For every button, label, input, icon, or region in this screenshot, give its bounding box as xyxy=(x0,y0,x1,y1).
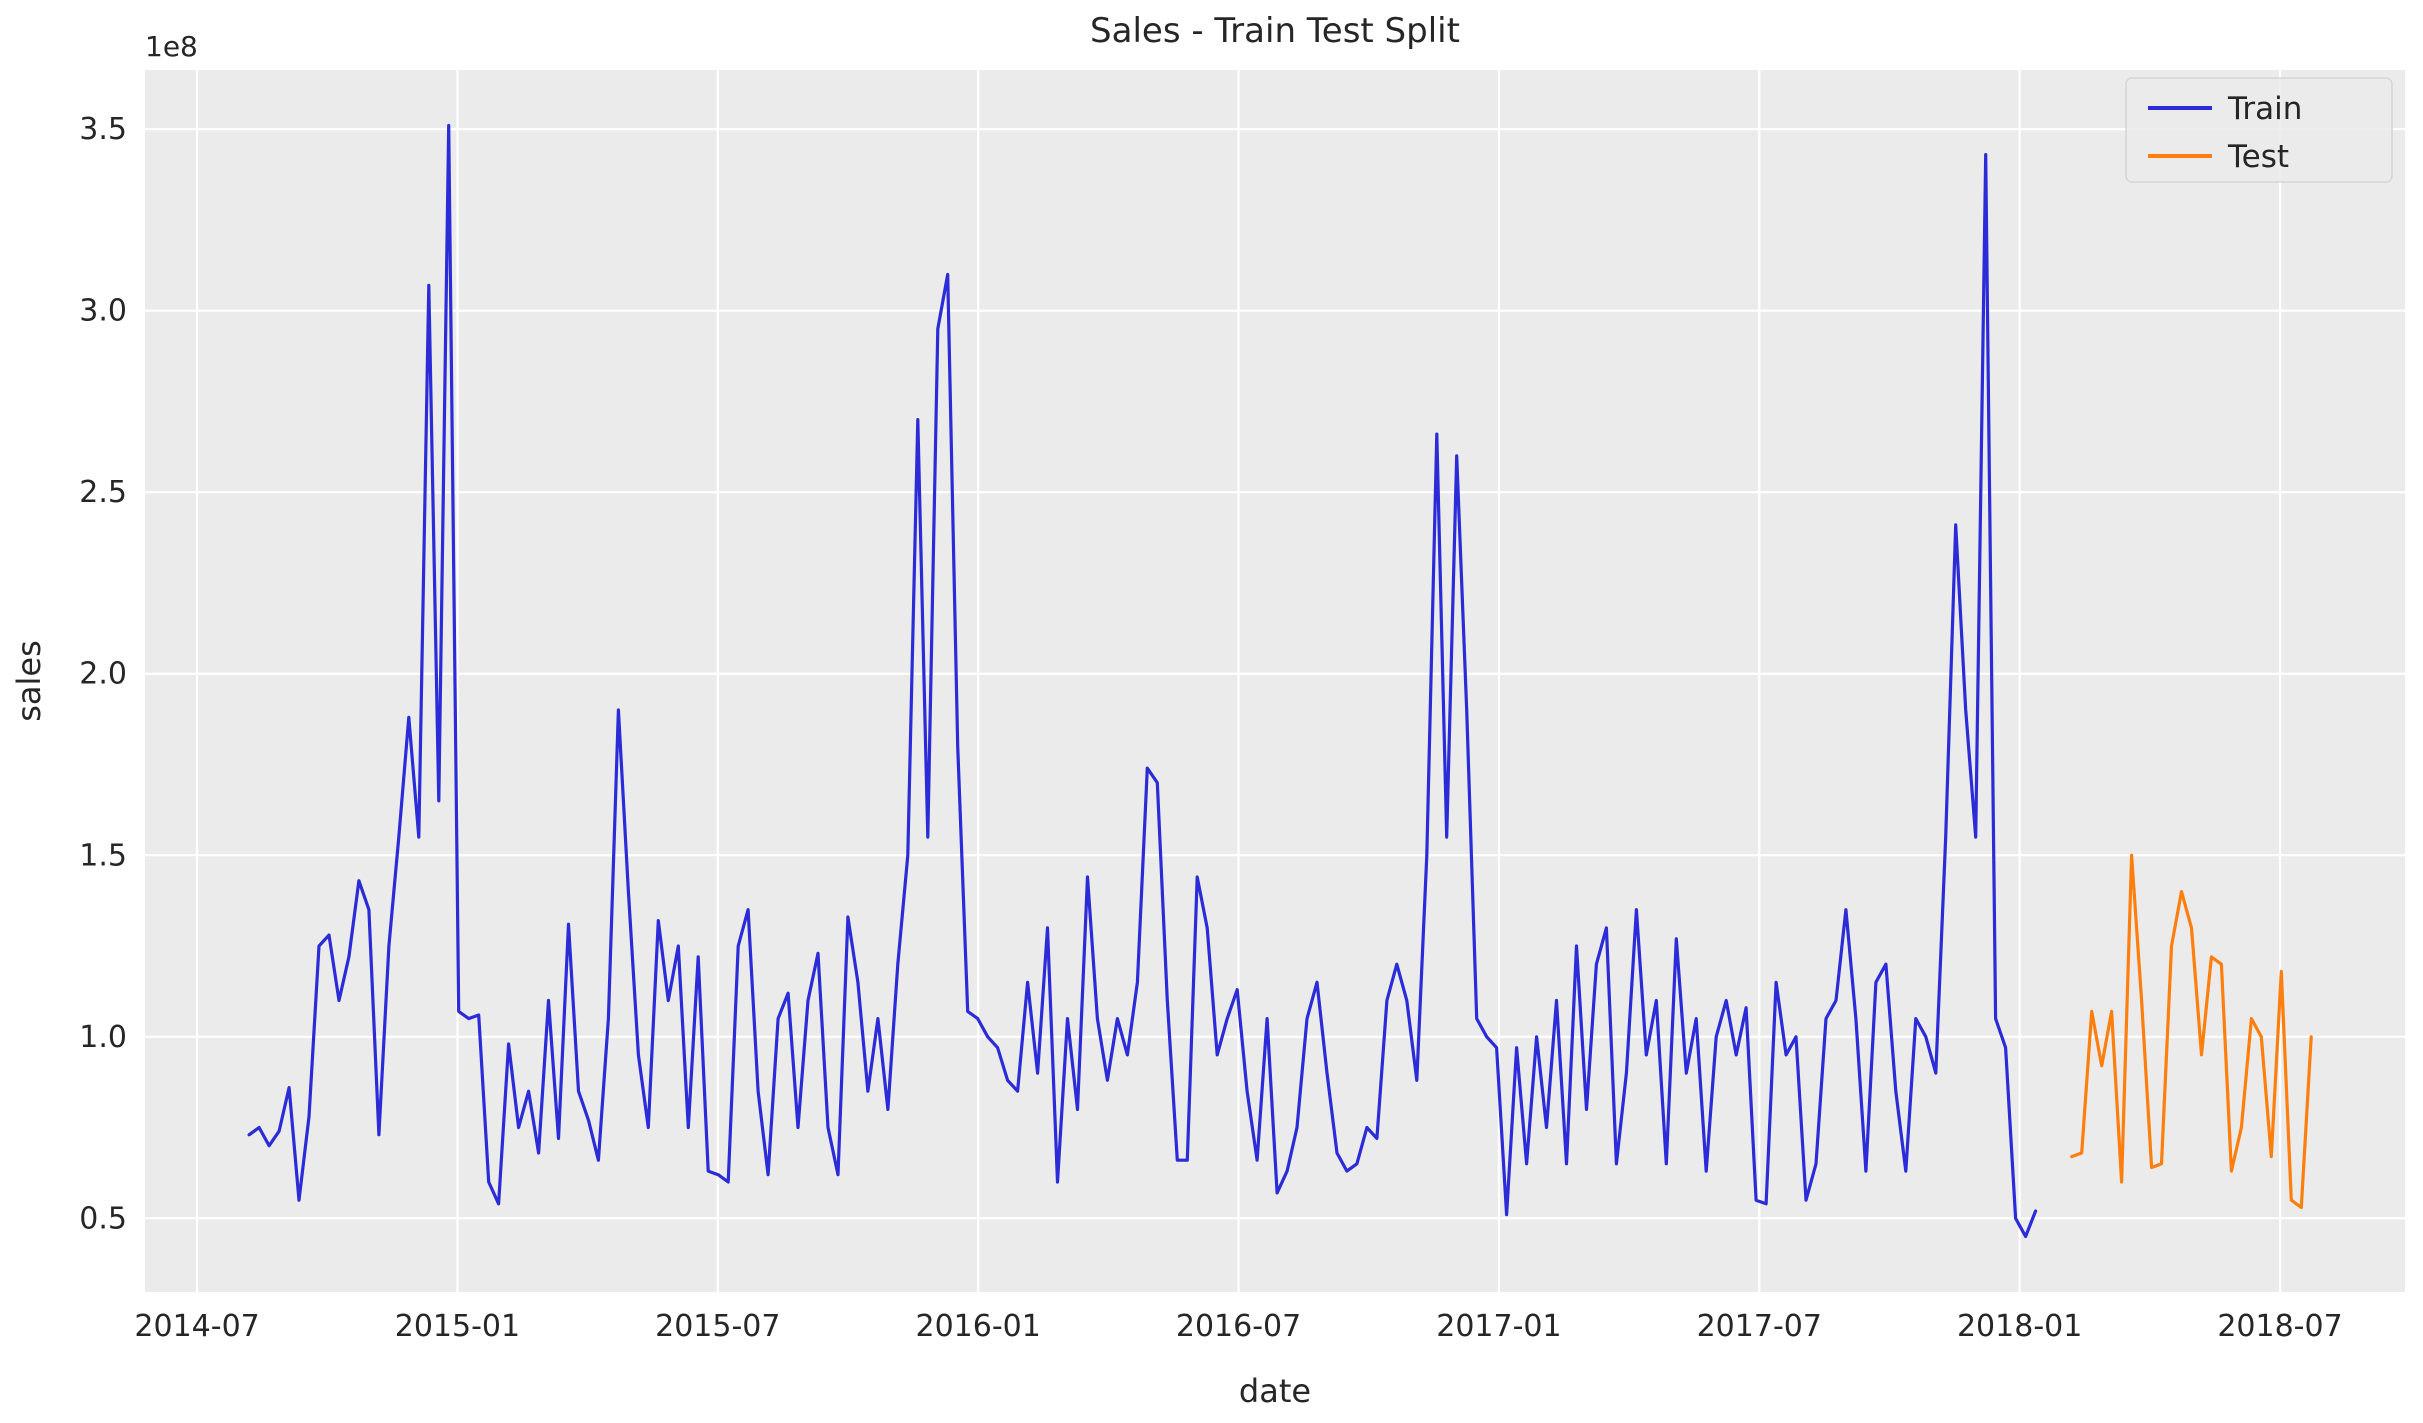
y-tick-label: 1.0 xyxy=(79,1020,127,1055)
series-line-test xyxy=(2070,853,2313,1210)
y-tick-label: 3.5 xyxy=(79,112,127,147)
x-tick-label: 2015-01 xyxy=(395,1309,520,1344)
y-tick-label: 2.5 xyxy=(79,475,127,510)
x-tick-label: 2017-01 xyxy=(1436,1309,1561,1344)
x-tick-label: 2018-07 xyxy=(2217,1309,2342,1344)
y-tick-label: 0.5 xyxy=(79,1201,127,1236)
legend-train-label: Train xyxy=(2227,91,2302,127)
y-tick-label: 3.0 xyxy=(79,294,127,329)
legend: Train Test xyxy=(2125,77,2393,183)
chart-title: Sales - Train Test Split xyxy=(1090,11,1460,51)
y-axis-tick-labels: 0.5 1.0 1.5 2.0 2.5 3.0 3.5 xyxy=(79,112,127,1236)
plot-area xyxy=(145,70,2405,1292)
data-series xyxy=(247,123,2313,1239)
x-tick-label: 2014-07 xyxy=(134,1309,259,1344)
x-axis-label: date xyxy=(1239,1372,1311,1410)
y-axis-label: sales xyxy=(10,640,48,722)
legend-test-label: Test xyxy=(2227,139,2289,175)
x-tick-label: 2015-07 xyxy=(655,1309,780,1344)
x-tick-label: 2017-07 xyxy=(1697,1309,1822,1344)
x-tick-label: 2018-01 xyxy=(1957,1309,2082,1344)
grid-lines xyxy=(145,70,2405,1292)
series-line-train xyxy=(247,123,2038,1239)
y-axis-offset-label: 1e8 xyxy=(145,30,198,63)
x-tick-label: 2016-07 xyxy=(1176,1309,1301,1344)
y-tick-label: 2.0 xyxy=(79,657,127,692)
x-tick-label: 2016-01 xyxy=(916,1309,1041,1344)
x-axis-tick-labels: 2014-07 2015-01 2015-07 2016-01 2016-07 2017-… xyxy=(134,1309,2342,1344)
y-tick-label: 1.5 xyxy=(79,838,127,873)
